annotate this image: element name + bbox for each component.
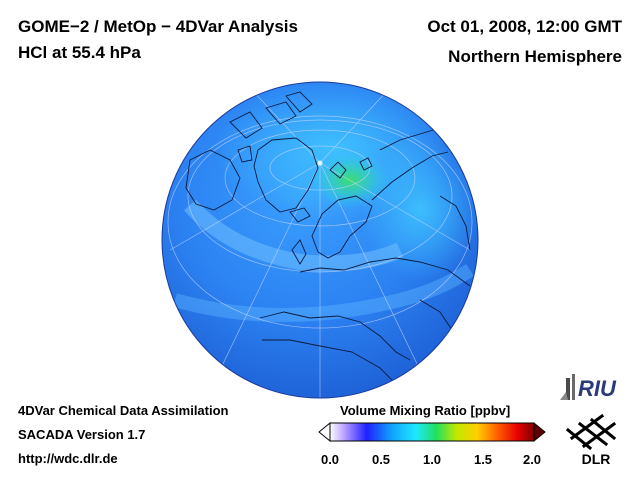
colorbar-tick-3: 1.5 (473, 452, 493, 467)
region-label: Northern Hemisphere (448, 47, 622, 66)
globe-outline (161, 81, 479, 399)
footer-url-link[interactable]: http://wdc.dlr.de (18, 451, 118, 466)
riu-logo: RIU (560, 374, 617, 401)
footer-line-2: SACADA Version 1.7 (18, 427, 146, 442)
colorbar-left-arrow (318, 421, 331, 443)
dlr-logo: DLR (565, 413, 617, 467)
colorbar (318, 421, 546, 443)
colorbar-tick-1: 0.5 (371, 452, 391, 467)
date-label: Oct 01, 2008, 12:00 GMT (427, 17, 622, 36)
riu-logo-text: RIU (578, 376, 617, 401)
colorbar-title: Volume Mixing Ratio [ppbv] (340, 403, 511, 418)
colorbar-tick-0: 0.0 (320, 452, 340, 467)
graticule (167, 87, 473, 398)
dlr-logo-text: DLR (582, 451, 611, 467)
colorbar-tick-2: 1.0 (422, 452, 442, 467)
colorbar-right-arrow (533, 421, 546, 443)
footer-line-1: 4DVar Chemical Data Assimilation (18, 403, 229, 418)
title-line-1: GOME−2 / MetOp − 4DVar Analysis (18, 17, 298, 36)
colorbar-tick-4: 2.0 (522, 452, 542, 467)
title-line-2: HCl at 55.4 hPa (18, 43, 141, 62)
colorbar-gradient (329, 422, 535, 442)
north-pole-marker (317, 160, 323, 166)
